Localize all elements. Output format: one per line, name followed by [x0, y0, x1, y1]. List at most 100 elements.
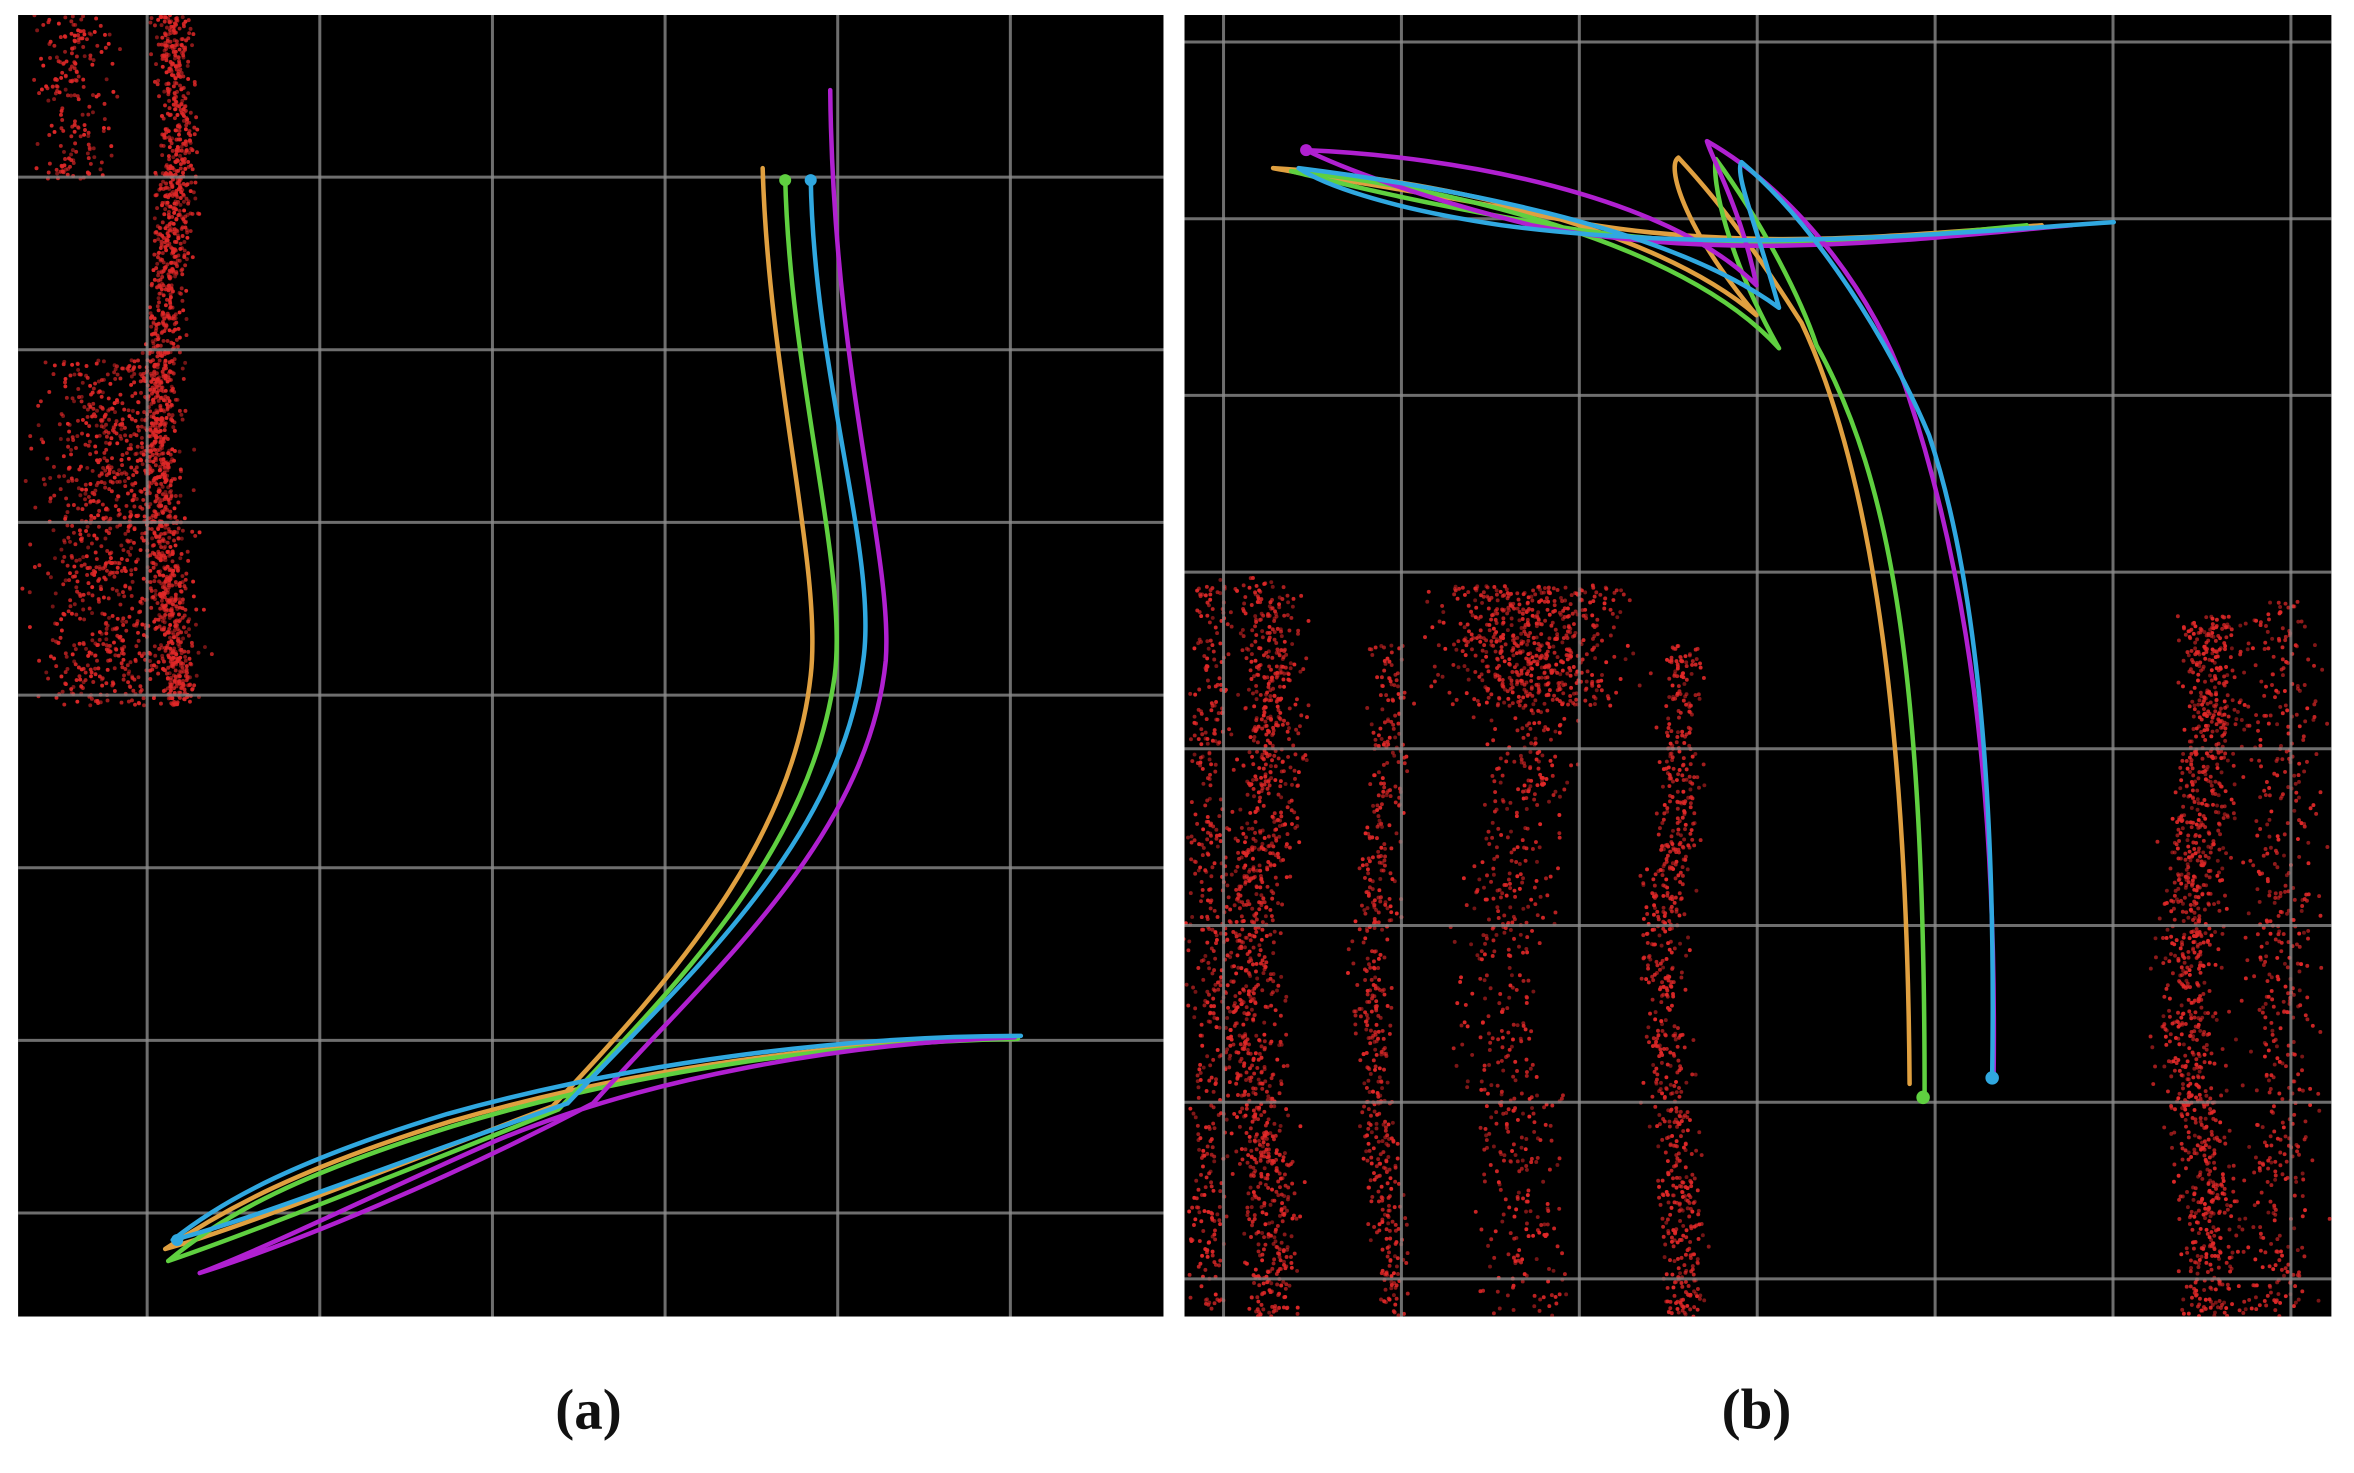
point	[41, 22, 46, 27]
point	[77, 36, 82, 41]
point	[161, 293, 166, 298]
point	[1251, 1086, 1256, 1091]
point	[1249, 1205, 1254, 1210]
point	[1611, 625, 1616, 630]
point	[139, 424, 144, 429]
point	[1384, 1159, 1389, 1164]
point	[1505, 689, 1510, 694]
point	[112, 689, 117, 693]
point	[1260, 629, 1265, 634]
point	[1278, 1213, 1282, 1218]
point	[1377, 1075, 1382, 1080]
point	[169, 141, 174, 146]
point	[1383, 1128, 1388, 1133]
point	[183, 220, 188, 225]
point	[1460, 649, 1465, 654]
point	[104, 447, 109, 452]
point	[1256, 1274, 1261, 1279]
point	[1205, 1297, 1209, 1302]
point	[1260, 1252, 1265, 1257]
point	[165, 297, 169, 302]
point	[1268, 863, 1273, 868]
point	[178, 475, 182, 480]
point	[118, 602, 123, 607]
point	[1241, 763, 1246, 768]
point	[1205, 898, 1210, 903]
point	[1489, 617, 1494, 622]
point	[169, 24, 174, 29]
point	[1274, 650, 1279, 655]
point	[1216, 741, 1221, 746]
point	[1238, 893, 1243, 898]
point	[1259, 611, 1264, 616]
point	[1372, 966, 1377, 971]
point	[72, 643, 77, 648]
point	[1595, 643, 1600, 648]
point	[1555, 655, 1560, 660]
point	[1214, 941, 1218, 946]
point	[1279, 648, 1284, 652]
point	[1387, 1031, 1392, 1036]
point	[1377, 1066, 1382, 1071]
point	[119, 568, 124, 573]
point	[1489, 692, 1494, 697]
point	[97, 389, 102, 394]
point	[1376, 920, 1381, 925]
point	[1251, 856, 1255, 861]
point	[57, 474, 61, 479]
point	[1262, 1166, 1267, 1171]
point	[165, 590, 170, 595]
point	[1264, 723, 1269, 728]
point	[1273, 875, 1278, 880]
point	[1254, 689, 1259, 694]
point	[1269, 841, 1274, 846]
point	[1365, 956, 1370, 961]
point	[162, 329, 167, 333]
point	[1250, 826, 1255, 831]
point	[1202, 1209, 1207, 1213]
point	[1425, 599, 1430, 604]
point	[46, 20, 51, 25]
point	[97, 508, 102, 513]
point	[46, 571, 51, 576]
point	[1214, 664, 1219, 669]
point	[1277, 1305, 1282, 1310]
point	[74, 78, 79, 83]
point	[158, 591, 163, 596]
point	[1210, 865, 1215, 870]
point	[1211, 1089, 1216, 1094]
point	[67, 578, 72, 583]
point	[173, 674, 178, 679]
point	[63, 380, 67, 385]
point	[1396, 692, 1401, 696]
point	[1377, 977, 1382, 982]
point	[1240, 1157, 1245, 1162]
point	[156, 273, 161, 278]
point	[157, 497, 161, 501]
point	[1252, 934, 1257, 939]
point	[1542, 586, 1547, 590]
point	[1303, 753, 1308, 758]
point	[1374, 1052, 1379, 1057]
point	[62, 612, 67, 617]
point	[1276, 756, 1281, 761]
point	[168, 228, 172, 233]
point	[35, 142, 40, 146]
point	[1285, 613, 1290, 618]
point	[1396, 760, 1401, 764]
point	[164, 415, 169, 420]
point	[120, 619, 125, 624]
point	[1206, 1240, 1211, 1245]
point	[148, 311, 153, 316]
point	[154, 326, 159, 331]
point	[86, 545, 91, 550]
point	[1251, 920, 1255, 925]
point	[187, 150, 192, 155]
point	[1381, 1150, 1386, 1154]
point	[171, 49, 176, 54]
point	[188, 211, 193, 216]
point	[180, 37, 185, 41]
point	[1251, 1165, 1256, 1170]
point	[1372, 926, 1377, 931]
point	[156, 237, 161, 242]
